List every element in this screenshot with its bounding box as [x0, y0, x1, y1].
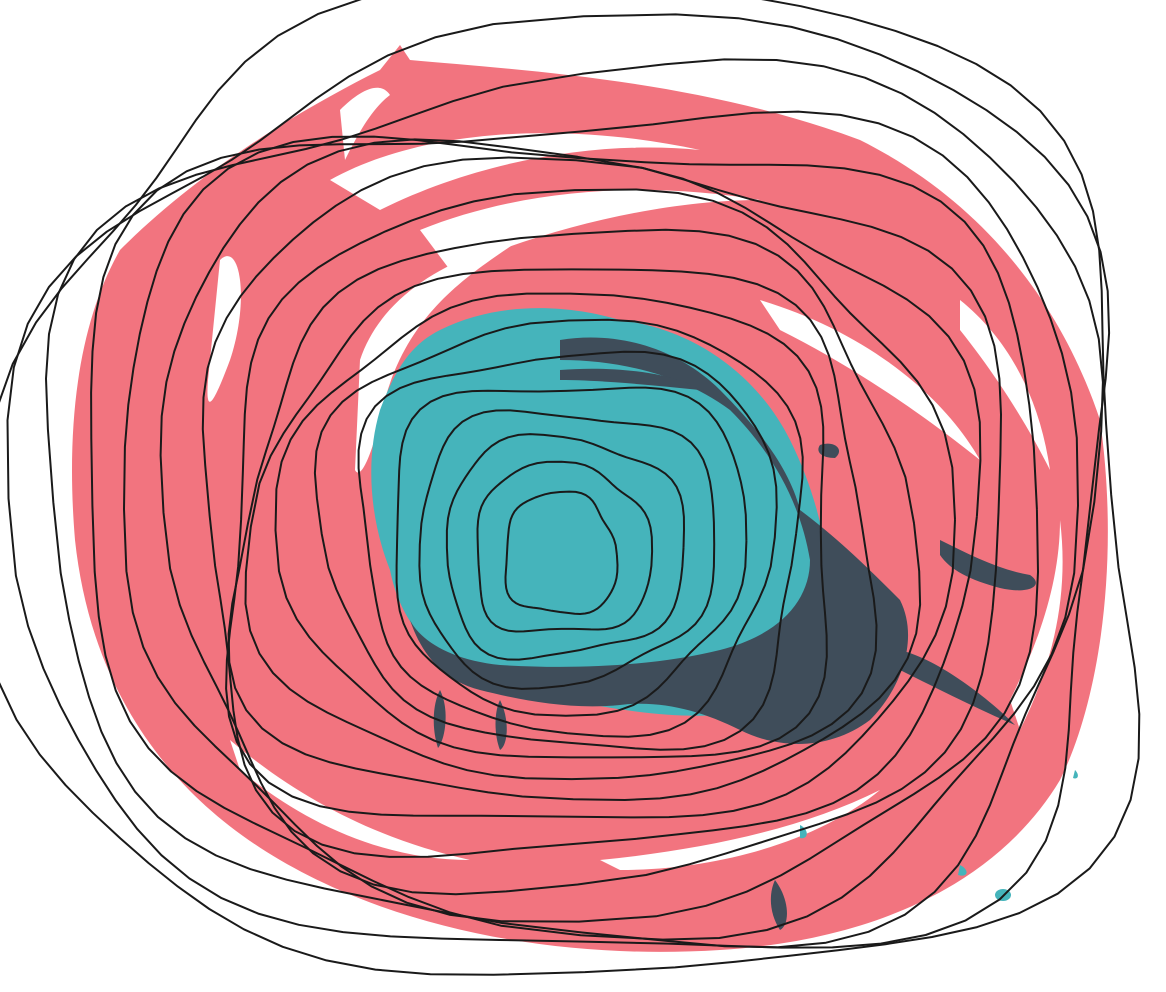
contour-line: [0, 0, 1141, 976]
contour-line: [357, 350, 778, 738]
contour-line: [123, 135, 1039, 923]
contour-lines: [0, 0, 1141, 976]
contour-line: [227, 228, 922, 801]
contour-line: [504, 490, 619, 615]
contour-line: [445, 433, 685, 661]
contour-line: [244, 268, 878, 781]
contour-line: [201, 156, 982, 858]
contour-line: [476, 460, 654, 633]
contour-line: [90, 110, 1079, 941]
contour-line: [225, 188, 956, 819]
contour-line: [274, 292, 828, 759]
contour-line: [313, 318, 804, 751]
contour-line: [6, 13, 1111, 949]
contour-line: [395, 386, 748, 717]
contour-line: [418, 409, 716, 690]
dark-splash: [410, 337, 1036, 930]
contour-line: [45, 58, 1104, 949]
white-streaks: [207, 87, 1063, 870]
teal-blob: [371, 308, 835, 716]
contour-line: [159, 138, 1002, 896]
